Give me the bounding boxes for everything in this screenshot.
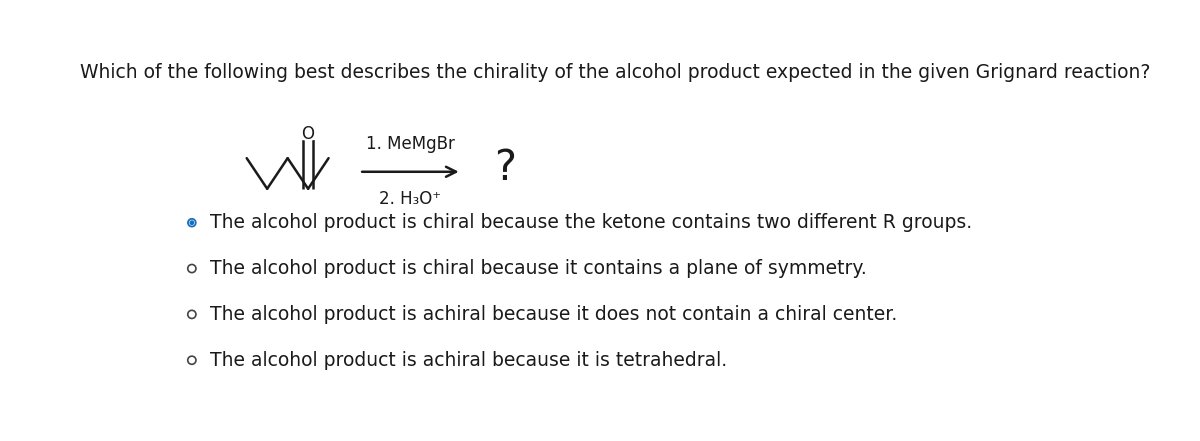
Text: The alcohol product is chiral because it contains a plane of symmetry.: The alcohol product is chiral because it…	[210, 259, 868, 278]
Text: ?: ?	[494, 147, 516, 189]
Ellipse shape	[190, 220, 194, 225]
Circle shape	[292, 127, 325, 140]
Text: The alcohol product is achiral because it does not contain a chiral center.: The alcohol product is achiral because i…	[210, 305, 898, 324]
Text: O: O	[301, 125, 314, 143]
Text: Which of the following best describes the chirality of the alcohol product expec: Which of the following best describes th…	[80, 63, 1150, 82]
Text: The alcohol product is chiral because the ketone contains two different R groups: The alcohol product is chiral because th…	[210, 213, 972, 232]
Text: The alcohol product is achiral because it is tetrahedral.: The alcohol product is achiral because i…	[210, 351, 727, 370]
Text: 1. MeMgBr: 1. MeMgBr	[366, 135, 455, 153]
Ellipse shape	[190, 221, 193, 224]
Text: 2. H₃O⁺: 2. H₃O⁺	[379, 191, 442, 209]
Ellipse shape	[187, 219, 196, 227]
